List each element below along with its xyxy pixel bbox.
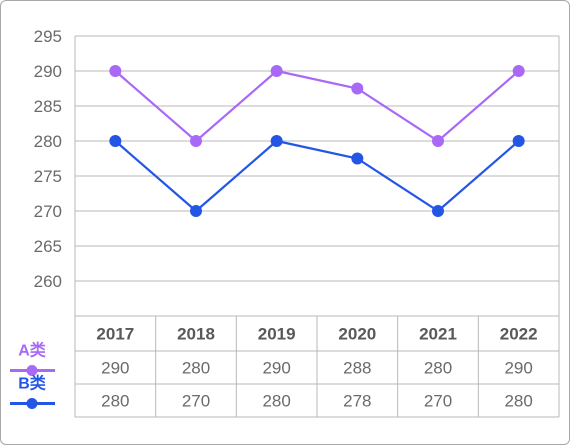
table-cell: 280 xyxy=(504,392,532,411)
y-tick-label: 285 xyxy=(34,97,62,116)
data-point xyxy=(351,152,364,165)
x-category-label: 2022 xyxy=(500,325,538,344)
series-group xyxy=(109,65,525,217)
series-line xyxy=(114,69,520,143)
y-tick-label: 290 xyxy=(34,62,62,81)
legend-label: B类 xyxy=(18,374,47,393)
data-point xyxy=(270,135,283,147)
grid-lines xyxy=(75,35,559,282)
data-point xyxy=(190,135,202,147)
table-cell: 290 xyxy=(262,359,290,378)
data-point xyxy=(512,135,525,147)
data-table: 2017 2018 2019 2020 2021 2022 290 280 290 288 280 2… xyxy=(74,36,560,418)
y-tick-label: 260 xyxy=(34,272,62,291)
x-category-label: 2017 xyxy=(96,325,134,344)
legend-marker xyxy=(26,365,38,376)
table-cell: 280 xyxy=(262,392,290,411)
table-cell: 270 xyxy=(424,392,452,411)
data-point xyxy=(432,205,444,217)
x-category-label: 2019 xyxy=(258,325,296,344)
series-line xyxy=(114,139,520,213)
data-point xyxy=(109,135,122,147)
x-category-label: 2018 xyxy=(177,325,215,344)
table-cell: 280 xyxy=(101,392,129,411)
table-cell: 270 xyxy=(182,392,210,411)
data-point xyxy=(109,65,122,77)
table-cell: 290 xyxy=(101,359,129,378)
y-tick-label: 275 xyxy=(34,167,62,186)
legend: A类 B类 xyxy=(10,341,55,409)
data-point xyxy=(270,65,283,77)
data-point xyxy=(351,82,364,95)
table-cell: 290 xyxy=(504,359,532,378)
table-cell: 280 xyxy=(182,359,210,378)
x-category-label: 2021 xyxy=(419,325,457,344)
data-point xyxy=(190,205,202,217)
y-tick-label: 265 xyxy=(34,237,62,256)
data-point xyxy=(512,65,525,77)
legend-marker xyxy=(26,398,38,409)
y-tick-label: 295 xyxy=(34,27,62,46)
table-cell: 278 xyxy=(343,392,371,411)
legend-label: A类 xyxy=(18,341,47,360)
y-tick-label: 270 xyxy=(34,202,62,221)
table-cell: 280 xyxy=(424,359,452,378)
x-category-label: 2020 xyxy=(338,325,376,344)
y-axis-ticks: 295 290 285 280 275 270 265 260 xyxy=(34,27,62,291)
table-cell: 288 xyxy=(343,359,371,378)
y-tick-label: 280 xyxy=(34,132,62,151)
data-point xyxy=(432,135,444,147)
